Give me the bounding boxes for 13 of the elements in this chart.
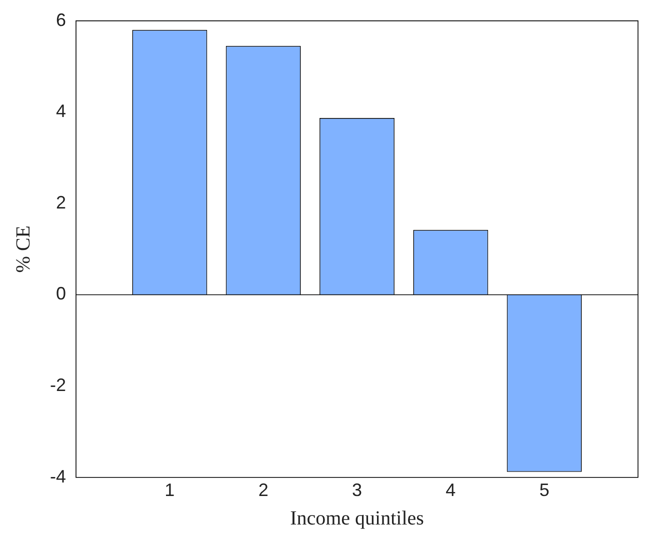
y-axis-title: % CE	[12, 225, 34, 273]
y-tick-label: 2	[56, 192, 66, 212]
y-tick-label: 4	[56, 101, 66, 122]
x-tick-label: 5	[539, 480, 550, 500]
y-tick-label: 0	[56, 284, 66, 304]
y-tick-label: 6	[56, 10, 66, 30]
y-tick-label: -4	[50, 466, 66, 486]
x-tick-label: 3	[352, 480, 362, 500]
x-tick-label: 2	[258, 480, 268, 500]
x-tick-label: 4	[446, 480, 456, 500]
x-tick-label: 1	[164, 480, 175, 500]
x-axis-title: Income quintiles	[290, 507, 424, 530]
y-tick-label: -2	[50, 375, 66, 396]
